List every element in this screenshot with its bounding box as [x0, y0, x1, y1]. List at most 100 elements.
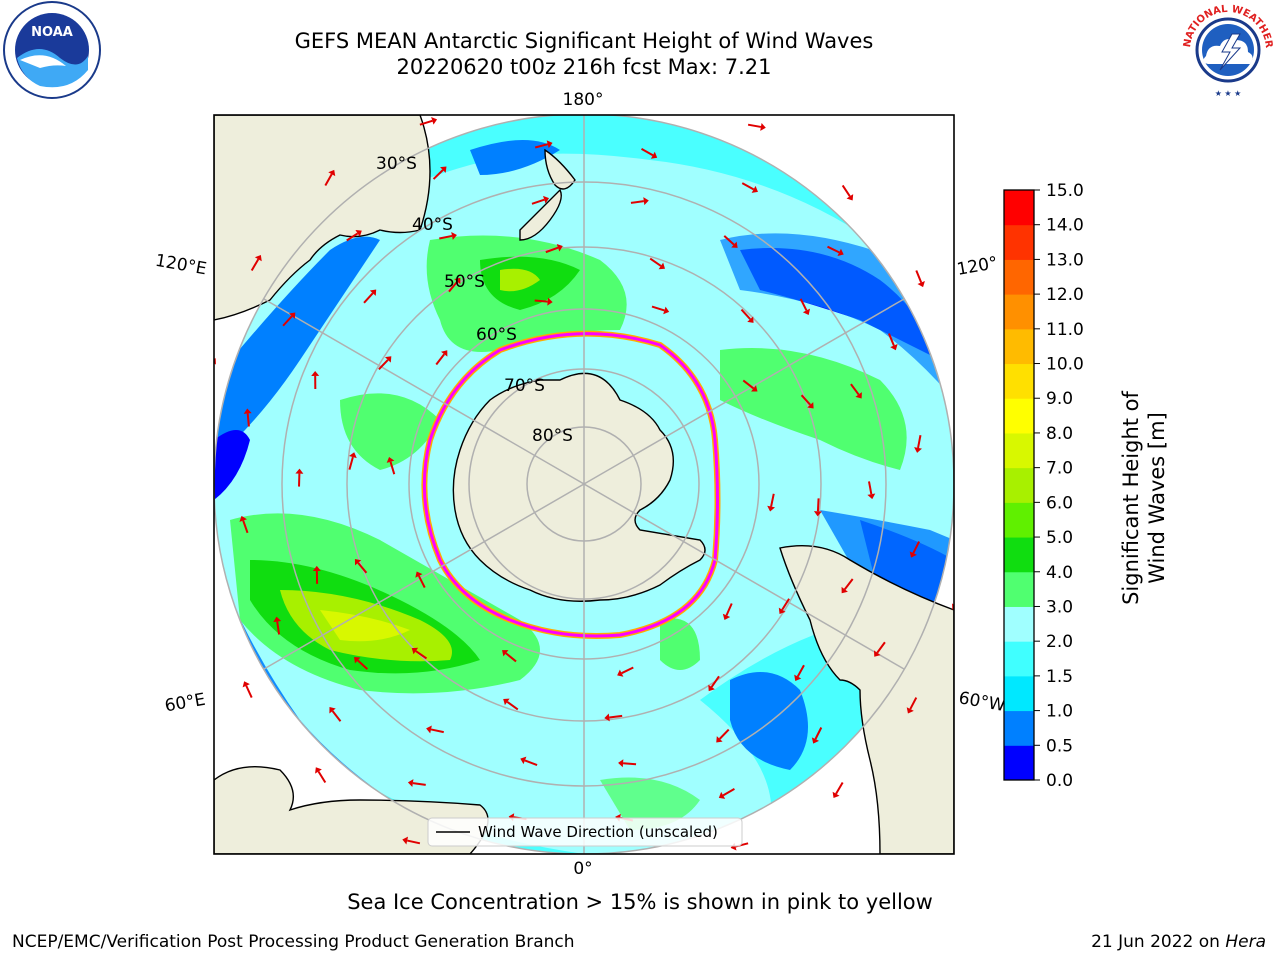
lat-label-40: 40°S [412, 215, 453, 235]
australia-landmass [214, 115, 431, 321]
wave-direction-arrow-shaft [850, 383, 860, 396]
wave-direction-arrow-shaft [770, 493, 775, 507]
lat-label-30: 30°S [376, 154, 417, 174]
wave-direction-arrow-shaft [282, 315, 293, 327]
wave-direction-arrow-shaft [843, 578, 854, 590]
lat-label-60: 60°S [476, 325, 517, 345]
wave-direction-arrow-shaft [915, 270, 923, 283]
wave-direction-arrow-head [503, 698, 510, 706]
colorbar-segment [1004, 745, 1034, 781]
wave-direction-arrow-shaft [640, 92, 653, 93]
footer-right: 21 Jun 2022 on Hera [1091, 932, 1266, 952]
wave-direction-arrow-head [618, 759, 624, 768]
wave-direction-arrow-head [451, 232, 457, 240]
wave-direction-arrow-head [543, 195, 550, 204]
wave-direction-arrow-head [867, 493, 876, 500]
graticule [214, 115, 954, 854]
lat-label-70: 70°S [504, 376, 545, 396]
wave-direction-arrow-shaft [622, 762, 637, 766]
wave-direction-arrow-head [811, 737, 820, 744]
map-legend: Wind Wave Direction (unscaled) [427, 817, 743, 847]
wave-direction-arrow-shaft [505, 652, 517, 663]
wave-direction-arrow-shaft [448, 280, 459, 293]
colorbar-segment [1004, 571, 1034, 607]
wave-direction-arrow-shaft [197, 585, 205, 596]
colorbar-tick-label: 1.5 [1046, 667, 1073, 687]
wave-direction-arrow-head [384, 356, 392, 363]
colorbar-tick-label: 2.0 [1046, 632, 1073, 652]
wave-direction-arrow-shaft [741, 182, 755, 191]
wave-direction-arrow-head [975, 497, 983, 502]
colorbar-tick-label: 13.0 [1046, 250, 1084, 270]
wave-direction-arrow-shaft [800, 394, 812, 406]
colorbar-segment [1004, 502, 1034, 538]
wave-direction-arrow-head [716, 736, 723, 743]
wave-direction-arrow-head [967, 381, 974, 387]
wave-direction-arrow-head [295, 468, 304, 474]
colorbar-segment [1004, 363, 1034, 399]
colorbar-segment [1004, 328, 1034, 365]
wave-direction-arrow-shaft [432, 169, 444, 180]
wave-direction-arrow-shaft [651, 305, 665, 312]
wave-direction-arrow-head [622, 869, 627, 877]
wave-direction-arrow-shaft [357, 562, 368, 574]
wave-direction-arrow-shaft [250, 258, 260, 271]
colorbar-label: Significant Height of Wind Waves [m] [1119, 391, 1169, 605]
wave-direction-arrow-shaft [742, 379, 755, 390]
wave-direction-arrow-head [874, 650, 881, 657]
colorbar-tick-label: 14.0 [1046, 216, 1084, 236]
wave-direction-arrow-shaft [816, 498, 820, 512]
wave-direction-arrow-shaft [534, 299, 548, 303]
wave-direction-arrow-head [837, 248, 844, 256]
wave-direction-arrow-shaft [418, 575, 426, 589]
wave-direction-arrow-head [909, 551, 917, 558]
colorbar-segment [1004, 467, 1034, 503]
africa-landmass [214, 765, 489, 854]
wave-direction-arrow-head [520, 756, 527, 765]
wave-direction-arrow-head [415, 571, 423, 578]
wave-direction-arrow-head [718, 791, 726, 799]
wave-direction-arrow-head [329, 707, 336, 714]
colorbar-tick-label: 4.0 [1046, 563, 1073, 583]
wave-direction-arrow-shaft [363, 292, 374, 304]
wave-direction-arrow-shaft [331, 710, 342, 722]
wave-direction-arrow-shaft [909, 697, 918, 710]
noaa-logo: NOAA [3, 1, 101, 99]
sea-ice-caption: Sea Ice Concentration > 15% is shown in … [347, 890, 933, 914]
svg-text:★ ★ ★: ★ ★ ★ [1215, 89, 1242, 98]
wave-direction-arrow-head [802, 308, 811, 315]
wave-direction-arrow-head [917, 280, 925, 288]
wave-direction-arrow-shaft [917, 434, 922, 449]
lon-label-180: 180° [563, 90, 604, 110]
wave-direction-arrow-head [349, 452, 357, 459]
wave-direction-arrow-head [369, 289, 377, 296]
wave-direction-arrow-head [547, 297, 553, 306]
wave-direction-arrow-shaft [346, 232, 359, 242]
colorbar-tick-label: 6.0 [1046, 493, 1073, 513]
wave-direction-arrow-head [315, 767, 322, 774]
wave-direction-arrow-shaft [718, 728, 730, 740]
wave-direction-arrow-shaft [963, 373, 970, 384]
wave-direction-arrow-shaft [534, 143, 548, 149]
wave-direction-arrow-head [730, 842, 737, 851]
wave-direction-arrow-head [254, 254, 262, 262]
wave-direction-arrow-head [813, 511, 822, 517]
wave-direction-arrow-shaft [317, 770, 327, 784]
wave-direction-arrow-head [454, 277, 461, 285]
wave-direction-arrow-head [841, 586, 848, 594]
wave-direction-arrow-head [708, 684, 715, 692]
wave-direction-arrow-shaft [430, 728, 444, 734]
wave-direction-arrow-head [794, 674, 802, 681]
wave-direction-arrow-shaft [242, 520, 249, 534]
wave-direction-arrow-shaft [276, 621, 281, 635]
colorbar-tick-label: 1.0 [1046, 702, 1073, 722]
wave-direction-arrow-shaft [515, 875, 528, 876]
lon-label-120w: 120° [955, 253, 999, 280]
wave-direction-arrow-shaft [245, 685, 253, 698]
legend-label: Wind Wave Direction (unscaled) [478, 823, 718, 841]
wave-direction-arrow-head [546, 140, 553, 149]
wave-direction-arrow-shaft [205, 362, 213, 372]
wave-direction-arrow-shaft [835, 782, 844, 795]
colorbar-segment [1004, 537, 1034, 573]
wave-direction-arrow-shaft [324, 173, 333, 186]
